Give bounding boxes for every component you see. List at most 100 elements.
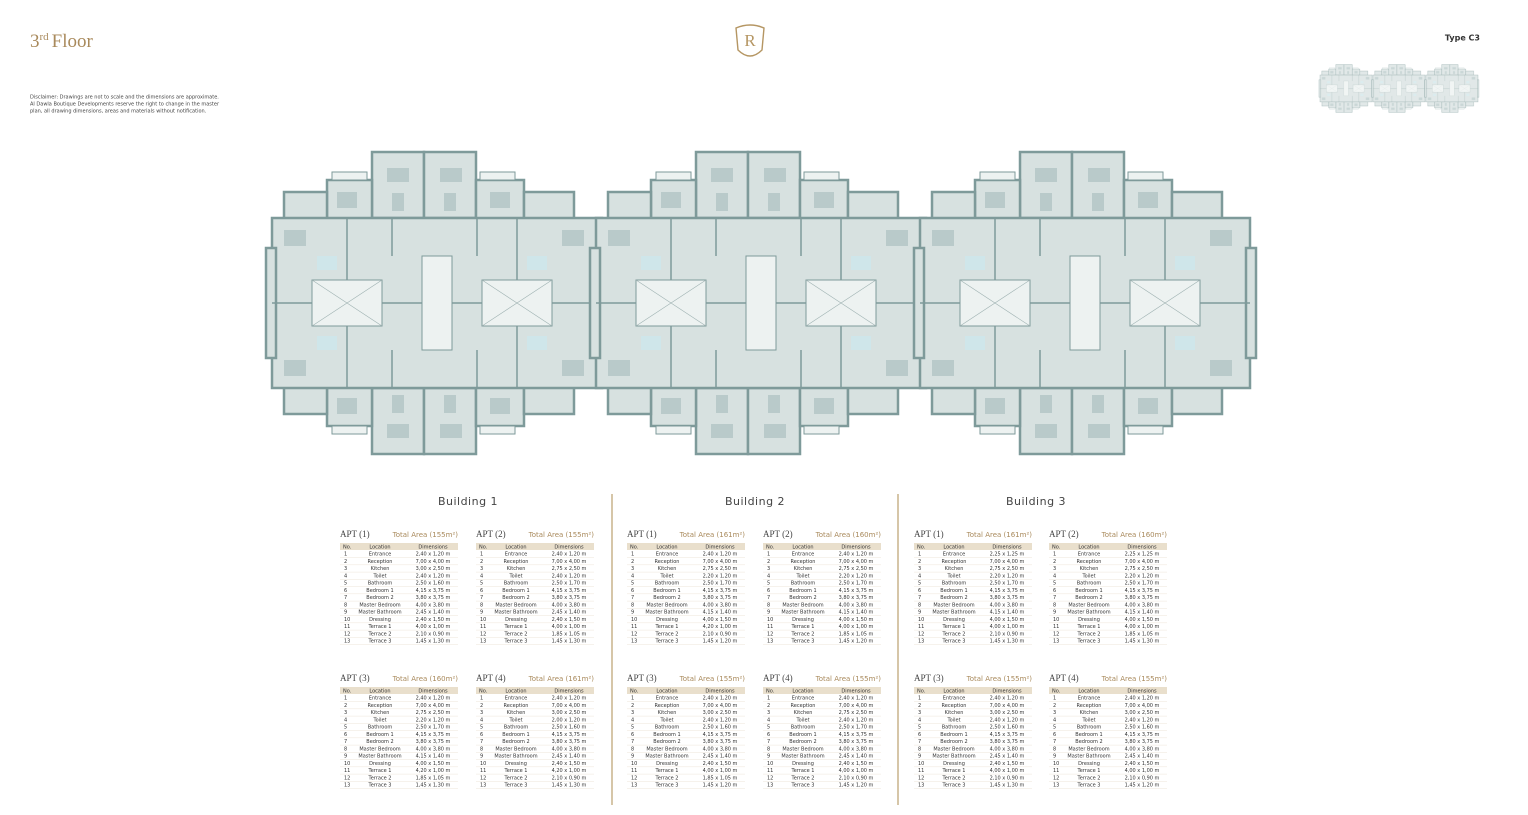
table-cell: 5 (918, 581, 921, 587)
table-cell: Terrace 1 (504, 624, 528, 630)
table-cell: 4,00 x 1,00 m (703, 768, 738, 774)
table-cell: 4,00 x 1,00 m (416, 624, 451, 630)
column-header: No. (766, 544, 775, 550)
table-cell: Terrace 3 (655, 639, 679, 645)
table-cell: 3 (767, 566, 770, 572)
table-cell: 1,45 x 1,20 m (839, 783, 874, 789)
table-header-bg (763, 543, 881, 550)
key-plan (1319, 65, 1479, 113)
table-cell: 7,00 x 4,00 m (839, 559, 874, 565)
table-cell: Entrance (1078, 696, 1100, 702)
table-cell: 9 (918, 754, 921, 760)
table-cell: 1,85 x 1,05 m (1125, 631, 1160, 637)
type-label: Type C3 (1445, 34, 1480, 43)
table-cell: 4,00 x 1,00 m (990, 624, 1025, 630)
table-cell: Entrance (505, 552, 527, 558)
table-cell: 6 (480, 732, 483, 738)
table-cell: 13 (631, 639, 637, 645)
column-header: Dimensions (1127, 688, 1157, 694)
table-cell: 6 (1053, 588, 1056, 594)
table-cell: 10 (631, 761, 637, 767)
table-cell: Master Bedroom (646, 746, 687, 752)
table-cell: 13 (344, 639, 350, 645)
apt-area: Total Area (161m²) (966, 531, 1033, 539)
table-cell: Bedroom 1 (366, 588, 393, 594)
table-cell: Dressing (1078, 761, 1100, 767)
table-cell: Terrace 2 (368, 775, 392, 781)
table-cell: 1,45 x 1,30 m (416, 639, 451, 645)
table-cell: Terrace 3 (1077, 783, 1101, 789)
table-cell: Entrance (792, 552, 814, 558)
table-cell: 1,45 x 1,30 m (990, 639, 1025, 645)
table-cell: Dressing (792, 617, 814, 623)
table-cell: 2,50 x 1,70 m (703, 581, 738, 587)
table-cell: Bedroom 1 (940, 732, 967, 738)
table-cell: 4,00 x 1,00 m (990, 768, 1025, 774)
table-cell: 1,45 x 1,30 m (990, 783, 1025, 789)
table-cell: Dressing (943, 761, 965, 767)
table-cell: Dressing (505, 617, 527, 623)
apt-area: Total Area (160m²) (392, 675, 459, 683)
table-cell: 2,40 x 1,20 m (416, 573, 451, 579)
table-cell: Reception (942, 703, 967, 709)
table-cell: 7,00 x 4,00 m (552, 559, 587, 565)
column-header: Dimensions (841, 544, 871, 550)
table-cell: 2,40 x 1,50 m (416, 617, 451, 623)
table-cell: Bedroom 1 (789, 732, 816, 738)
column-header: No. (1052, 688, 1061, 694)
table-cell: 2,75 x 2,50 m (1125, 566, 1160, 572)
table-cell: 7,00 x 4,00 m (1125, 703, 1160, 709)
table-cell: 4,15 x 3,75 m (1125, 588, 1160, 594)
table-cell: 2,40 x 1,20 m (990, 696, 1025, 702)
table-cell: Bedroom 2 (366, 739, 393, 745)
table-cell: 7,00 x 4,00 m (416, 703, 451, 709)
table-cell: Bedroom 2 (940, 739, 967, 745)
table-cell: Terrace 3 (791, 639, 815, 645)
table-cell: Master Bedroom (1068, 602, 1109, 608)
table-cell: 10 (918, 761, 924, 767)
table-cell: 6 (344, 588, 347, 594)
table-cell: 2,40 x 1,20 m (416, 552, 451, 558)
table-cell: 1 (1053, 696, 1056, 702)
column-header: Dimensions (1127, 544, 1157, 550)
table-cell: Terrace 3 (1077, 639, 1101, 645)
table-cell: Terrace 2 (791, 631, 815, 637)
table-cell: 2 (344, 703, 347, 709)
table-cell: 11 (480, 768, 486, 774)
table-cell: Master Bathroom (781, 610, 824, 616)
table-cell: 2,50 x 1,70 m (839, 725, 874, 731)
table-cell: Entrance (656, 696, 678, 702)
table-cell: 8 (767, 746, 770, 752)
table-cell: 1 (480, 552, 483, 558)
table-cell: 2,50 x 1,60 m (416, 581, 451, 587)
table-cell: 2,20 x 1,20 m (416, 717, 451, 723)
table-cell: 2,10 x 0,90 m (990, 775, 1025, 781)
table-header-bg (340, 543, 458, 550)
table-cell: Terrace 1 (655, 768, 679, 774)
table-cell: 2,50 x 1,70 m (1125, 581, 1160, 587)
table-cell: 2,45 x 1,40 m (416, 610, 451, 616)
table-cell: 3,80 x 3,75 m (416, 595, 451, 601)
table-cell: 7 (631, 595, 634, 601)
table-cell: Bedroom 2 (653, 595, 680, 601)
table-cell: 10 (631, 617, 637, 623)
table-cell: 7,00 x 4,00 m (839, 703, 874, 709)
table-cell: 4,20 x 1,00 m (416, 768, 451, 774)
building-2-plan (590, 152, 932, 454)
table-cell: 7 (480, 595, 483, 601)
table-cell: 3,80 x 3,75 m (416, 739, 451, 745)
table-cell: 9 (1053, 754, 1056, 760)
table-cell: Terrace 1 (368, 624, 392, 630)
apt-area: Total Area (155m²) (528, 531, 595, 539)
table-cell: 4 (767, 717, 770, 723)
table-cell: Kitchen (1080, 710, 1099, 716)
table-cell: 5 (631, 581, 634, 587)
table-cell: 5 (344, 581, 347, 587)
table-cell: 3 (480, 710, 483, 716)
table-cell: 3,80 x 3,75 m (1125, 595, 1160, 601)
table-cell: 2,50 x 1,70 m (416, 725, 451, 731)
column-header: Dimensions (841, 688, 871, 694)
table-cell: 10 (344, 617, 350, 623)
table-cell: 3,00 x 2,50 m (990, 710, 1025, 716)
